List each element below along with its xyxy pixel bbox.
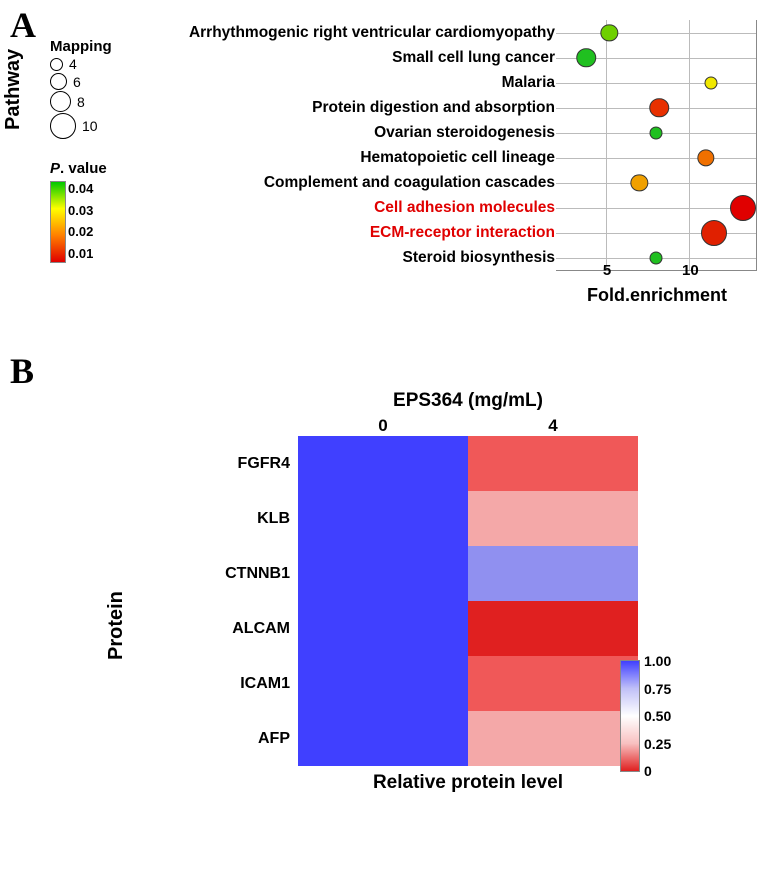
dot-point	[631, 174, 648, 191]
pval-prefix: P	[50, 160, 60, 177]
dot-point	[705, 76, 718, 89]
colorbar-b-tick: 0.75	[644, 682, 671, 696]
colorbar-b-tick: 0.25	[644, 737, 671, 751]
xaxis-tick: 5	[603, 262, 611, 279]
pathway-label: Small cell lung cancer	[189, 45, 555, 70]
panel-b: B Protein EPS364 (mg/mL) 04 FGFR4KLBCTNN…	[10, 350, 767, 870]
size-legend: Mapping 4 6 8 10	[50, 38, 112, 140]
dot-point	[650, 98, 670, 118]
heatmap-column	[468, 436, 638, 766]
colorbar-a-ticks: 0.04 0.03 0.02 0.01	[68, 181, 93, 261]
heatmap-cells	[298, 436, 638, 766]
pathway-label: ECM-receptor interaction	[189, 220, 555, 245]
heatmap-row-label: CTNNB1	[210, 546, 290, 601]
heatmap-cell	[468, 491, 638, 546]
heatmap-row-label: AFP	[210, 711, 290, 766]
heatmap-cell	[298, 436, 468, 491]
heatmap-row-label: ALCAM	[210, 601, 290, 656]
color-legend-b: 1.000.750.500.250	[620, 660, 640, 772]
colorbar-a	[50, 181, 66, 263]
gridline-horizontal	[556, 183, 756, 184]
panel-b-xaxis-title: Relative protein level	[298, 772, 638, 794]
colorbar-a-tick: 0.01	[68, 246, 93, 261]
pathway-labels: Arrhythmogenic right ventricular cardiom…	[189, 20, 555, 270]
size-legend-circle	[50, 113, 76, 139]
size-legend-item: 4	[50, 56, 112, 72]
heatmap-title: EPS364 (mg/mL)	[298, 390, 638, 412]
xaxis-tick: 10	[682, 262, 699, 279]
dot-point	[650, 126, 663, 139]
pathway-label: Protein digestion and absorption	[189, 95, 555, 120]
gridline-horizontal	[556, 83, 756, 84]
pathway-label: Complement and coagulation cascades	[189, 170, 555, 195]
colorbar-b	[620, 660, 640, 772]
panel-a-xaxis-title: Fold.enrichment	[557, 285, 757, 306]
dot-point	[576, 48, 596, 68]
colorbar-b-tick: 1.00	[644, 654, 671, 668]
gridline-horizontal	[556, 208, 756, 209]
gridline-horizontal	[556, 158, 756, 159]
dot-point	[697, 149, 714, 166]
pathway-label: Ovarian steroidogenesis	[189, 120, 555, 145]
pathway-label: Cell adhesion molecules	[189, 195, 555, 220]
dot-point	[601, 24, 618, 41]
size-legend-item: 8	[50, 91, 112, 112]
size-legend-label: 10	[82, 118, 98, 134]
heatmap-cell	[468, 656, 638, 711]
panel-b-label: B	[10, 350, 34, 392]
heatmap-cell	[298, 656, 468, 711]
gridline-horizontal	[556, 33, 756, 34]
heatmap-column-headers: 04	[298, 416, 638, 436]
heatmap-row-labels: FGFR4KLBCTNNB1ALCAMICAM1AFP	[210, 436, 290, 766]
heatmap-cell	[468, 436, 638, 491]
heatmap-cell	[468, 601, 638, 656]
size-legend-items: 4 6 8 10	[50, 56, 112, 139]
heatmap-row-label: KLB	[210, 491, 290, 546]
size-legend-circle	[50, 58, 63, 71]
colorbar-b-tick: 0	[644, 764, 652, 778]
colorbar-a-tick: 0.02	[68, 224, 93, 239]
heatmap-cell	[468, 711, 638, 766]
heatmap-column	[298, 436, 468, 766]
panel-a-label: A	[10, 4, 36, 46]
panel-a: A Pathway Mapping 46810 P. value 0.040.0…	[10, 10, 767, 350]
heatmap-grid: FGFR4KLBCTNNB1ALCAMICAM1AFP	[210, 436, 638, 766]
size-legend-item: 6	[50, 73, 112, 90]
heatmap-cell	[298, 491, 468, 546]
colorbar-a-tick: 0.04	[68, 181, 93, 196]
heatmap-cell	[298, 711, 468, 766]
pathway-label: Hematopoietic cell lineage	[189, 145, 555, 170]
heatmap-cell	[298, 601, 468, 656]
size-legend-label: 4	[69, 56, 77, 72]
pval-suffix: . value	[60, 160, 107, 177]
size-legend-circle	[50, 91, 71, 112]
heatmap-column-header: 4	[468, 416, 638, 436]
heatmap: EPS364 (mg/mL) 04 FGFR4KLBCTNNB1ALCAMICA…	[210, 390, 638, 794]
panel-a-yaxis-title: Pathway	[2, 49, 25, 130]
size-legend-label: 8	[77, 94, 85, 110]
pathway-label: Malaria	[189, 70, 555, 95]
color-legend-a-title: P. value	[50, 160, 107, 177]
dot-point	[650, 251, 663, 264]
dot-plot	[556, 20, 757, 271]
colorbar-b-tick: 0.50	[644, 709, 671, 723]
color-legend-a: P. value 0.04 0.03 0.02 0.01	[50, 160, 107, 263]
size-legend-item: 10	[50, 113, 112, 139]
size-legend-label: 6	[73, 74, 81, 90]
dot-point	[730, 195, 756, 221]
heatmap-cell	[298, 546, 468, 601]
heatmap-column-header: 0	[298, 416, 468, 436]
size-legend-title: Mapping	[50, 38, 112, 55]
heatmap-cell	[468, 546, 638, 601]
size-legend-circle	[50, 73, 67, 90]
heatmap-row-label: ICAM1	[210, 656, 290, 711]
pathway-label: Arrhythmogenic right ventricular cardiom…	[189, 20, 555, 45]
dot-point	[701, 220, 727, 246]
pathway-label: Steroid biosynthesis	[189, 245, 555, 270]
panel-b-yaxis-title: Protein	[105, 591, 128, 660]
heatmap-row-label: FGFR4	[210, 436, 290, 491]
colorbar-a-tick: 0.03	[68, 203, 93, 218]
